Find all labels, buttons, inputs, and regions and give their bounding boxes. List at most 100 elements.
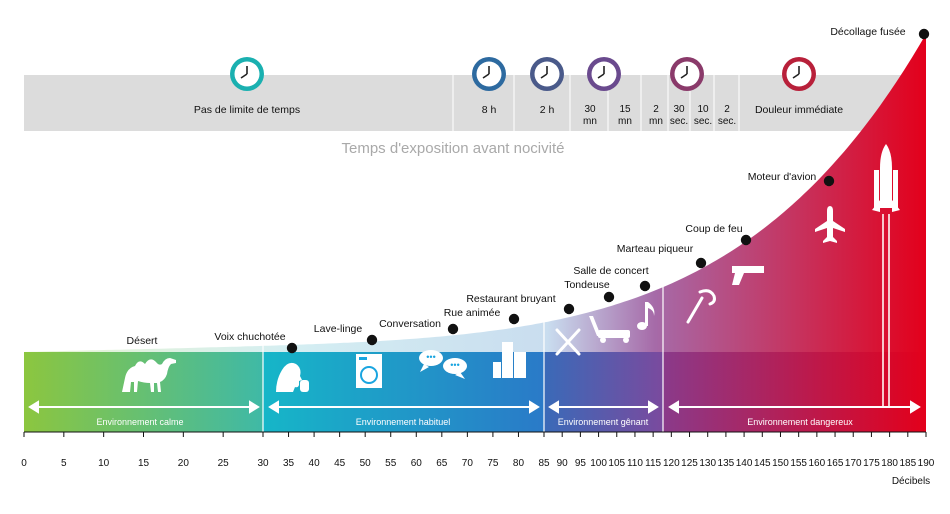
point-label: Tondeuse: [564, 279, 610, 291]
band-15mn-num: 15: [619, 104, 631, 115]
band-2mn-num: 2: [653, 104, 659, 115]
lawnmower-icon: [589, 316, 630, 343]
clock-icon: [670, 57, 704, 91]
point-label: Moteur d'avion: [748, 171, 817, 183]
x-tick-label: 115: [645, 458, 661, 469]
clock-icon: [472, 57, 506, 91]
data-point: Décollage fusée: [830, 26, 930, 40]
speech-bubbles-icon: ••• •••: [419, 350, 467, 379]
whisper-icon: [276, 362, 309, 392]
point-marker: [823, 175, 835, 187]
curve-area: [24, 34, 926, 432]
x-tick-label: 45: [334, 458, 346, 469]
zone-arrows: [28, 400, 921, 414]
x-tick-label: 155: [790, 458, 807, 469]
data-point: Marteau piqueur: [617, 243, 707, 269]
band-30mn-num: 30: [584, 104, 596, 115]
x-tick-label: 60: [411, 458, 423, 469]
data-point: Conversation: [379, 318, 459, 335]
clock-icon: [587, 57, 621, 91]
data-point: Tondeuse: [564, 279, 615, 303]
svg-text:•••: •••: [426, 352, 435, 362]
rocket-icon: [872, 144, 900, 406]
svg-text:•••: •••: [450, 360, 459, 370]
x-tick-label: 190: [918, 458, 935, 469]
x-tick-label: 90: [557, 458, 569, 469]
zone-annoying: [544, 352, 663, 432]
band-10s-num: 10: [697, 104, 709, 115]
band-2h: 2 h: [540, 104, 555, 116]
x-tick-label: 55: [385, 458, 397, 469]
point-marker: [563, 303, 575, 315]
camel-icon: [122, 358, 176, 392]
buildings-icon: [493, 342, 526, 378]
clock-icon: [530, 57, 564, 91]
x-tick-label: 25: [218, 458, 230, 469]
point-marker: [447, 323, 459, 335]
washing-machine-icon: [356, 354, 382, 388]
point-label: Décollage fusée: [830, 26, 905, 38]
x-tick-label: 170: [845, 458, 862, 469]
data-points: Désert Voix chuchotée Lave-linge Conversati…: [127, 26, 930, 354]
x-axis-unit: Décibels: [892, 476, 930, 487]
point-label: Marteau piqueur: [617, 243, 694, 255]
x-tick-label: 140: [736, 458, 753, 469]
point-label: Restaurant bruyant: [466, 293, 555, 305]
band-8h: 8 h: [482, 104, 497, 116]
x-tick-label: 65: [436, 458, 448, 469]
x-tick-label: 160: [809, 458, 826, 469]
pistol-icon: [732, 266, 764, 285]
band-2mn-unit: mn: [649, 116, 663, 127]
x-tick-label: 165: [827, 458, 844, 469]
band-15mn-unit: mn: [618, 116, 632, 127]
point-label: Coup de feu: [685, 223, 742, 235]
zone-label-annoying: Environnement gênant: [558, 417, 649, 427]
x-tick-label: 40: [309, 458, 321, 469]
point-marker: [508, 313, 520, 325]
point-marker: [918, 28, 930, 40]
band-no-limit: Pas de limite de temps: [194, 104, 300, 116]
x-tick-label: 20: [178, 458, 190, 469]
x-tick-label: 50: [360, 458, 372, 469]
x-tick-label: 145: [754, 458, 771, 469]
point-marker: [286, 342, 298, 354]
band-pain: Douleur immédiate: [755, 104, 843, 116]
band-2s-unit: sec.: [718, 116, 736, 127]
point-label: Salle de concert: [573, 265, 648, 277]
band-30s-unit: sec.: [670, 116, 688, 127]
data-point: Salle de concert: [573, 265, 651, 292]
x-tick-label: 180: [881, 458, 898, 469]
x-tick-label: 100: [590, 458, 607, 469]
x-tick-label: 95: [575, 458, 587, 469]
clocks: [230, 57, 816, 91]
x-tick-label: 85: [538, 458, 550, 469]
point-label: Désert: [127, 335, 158, 347]
x-tick-label: 175: [863, 458, 880, 469]
point-marker: [639, 280, 651, 292]
data-point: Voix chuchotée: [214, 331, 298, 354]
x-tick-label: 80: [513, 458, 525, 469]
x-tick-label: 0: [21, 458, 27, 469]
point-label: Lave-linge: [314, 323, 363, 335]
data-point: Restaurant bruyant: [466, 293, 575, 315]
point-marker: [366, 334, 378, 346]
band-30mn-unit: mn: [583, 116, 597, 127]
x-tick-label: 150: [772, 458, 789, 469]
band-2s-num: 2: [724, 104, 730, 115]
x-tick-label: 30: [257, 458, 269, 469]
cutlery-icon: [555, 328, 581, 356]
x-tick-label: 125: [681, 458, 698, 469]
x-tick-label: 110: [627, 458, 643, 469]
x-tick-label: 120: [663, 458, 680, 469]
data-point: Coup de feu: [685, 223, 752, 246]
airplane-icon: [815, 206, 845, 243]
point-marker: [695, 257, 707, 269]
x-tick-label: 5: [61, 458, 67, 469]
data-point: Moteur d'avion: [748, 171, 835, 187]
data-point: Rue animée: [444, 307, 520, 325]
x-tick-label: 130: [699, 458, 716, 469]
point-label: Voix chuchotée: [214, 331, 285, 343]
x-tick-label: 75: [487, 458, 499, 469]
